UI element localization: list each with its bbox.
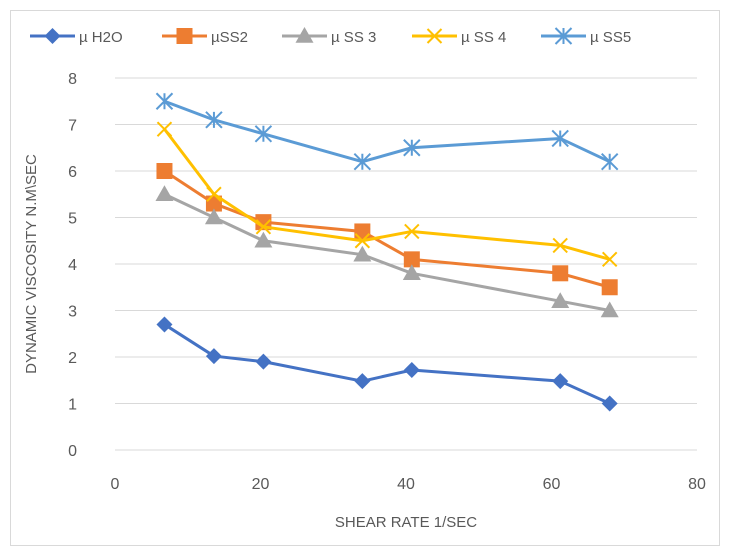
y-tick-label: 8 (68, 71, 77, 88)
data-point (156, 163, 173, 179)
data-point (403, 251, 420, 268)
y-tick-label: 1 (68, 397, 77, 414)
legend-label: µSS2 (211, 29, 248, 46)
data-point (552, 237, 568, 254)
data-point (600, 301, 619, 318)
data-point (204, 208, 223, 225)
data-point (601, 279, 618, 296)
data-point (404, 223, 420, 240)
data-point (255, 353, 272, 370)
y-tick-label: 6 (68, 164, 77, 181)
data-point (600, 152, 619, 171)
legend-label: µ SS5 (590, 29, 631, 46)
data-point (551, 292, 570, 308)
series-ss-4 (156, 121, 618, 268)
legend-marker (426, 28, 443, 44)
legend-label: µ SS 4 (461, 29, 506, 46)
series-ss2 (156, 163, 618, 296)
data-point (403, 362, 420, 379)
legend-entry: µ SS 3 (282, 27, 376, 46)
legend-label: µ SS 3 (331, 29, 376, 46)
data-point (354, 373, 371, 390)
series-line-h2o (163, 323, 611, 405)
series-line-ss-3 (163, 192, 610, 312)
data-point (552, 265, 569, 282)
gridlines (115, 77, 697, 451)
y-tick-label: 5 (68, 211, 77, 228)
y-tick-label: 0 (68, 443, 77, 460)
x-tick-label: 20 (252, 476, 270, 493)
data-point (552, 373, 569, 390)
x-axis-title: SHEAR RATE 1/SEC (335, 514, 477, 531)
data-point (155, 92, 174, 110)
data-point (354, 223, 371, 240)
data-point (402, 264, 421, 281)
data-point (254, 125, 273, 143)
legend-entry: µ SS5 (541, 27, 631, 46)
x-tick-label: 80 (688, 476, 706, 493)
data-point (353, 245, 372, 262)
series-h2o (156, 316, 618, 412)
legend: µ H2O µSS2 µ SS 3 µ SS 4 µ SS5 (30, 27, 631, 46)
data-point (403, 139, 421, 157)
data-point (206, 186, 222, 202)
series-ss5 (155, 92, 619, 171)
y-tick-label: 3 (68, 304, 77, 321)
data-point (156, 316, 173, 333)
y-tick-labels: 0 1 2 3 4 5 6 7 8 (68, 71, 77, 460)
y-tick-label: 2 (68, 350, 77, 367)
data-point (205, 348, 222, 365)
series-line-ss2 (163, 169, 611, 289)
x-tick-label: 0 (111, 476, 120, 493)
legend-entry: µ SS 4 (412, 28, 506, 46)
series-layer (155, 92, 619, 412)
chart-frame (10, 10, 720, 546)
series-line-ss-4 (163, 128, 611, 261)
data-point (156, 121, 173, 137)
y-axis-title: DYNAMIC VISCOSITY N.M\SEC (23, 154, 40, 374)
data-point (551, 129, 569, 148)
x-tick-label: 40 (397, 476, 415, 493)
data-point (155, 185, 174, 201)
y-tick-label: 4 (68, 257, 77, 274)
legend-entry: µ H2O (30, 28, 123, 46)
legend-label: µ H2O (79, 29, 123, 46)
x-tick-labels: 0 20 40 60 80 (111, 476, 706, 493)
y-tick-label: 7 (68, 118, 77, 135)
series-ss-3 (155, 185, 619, 318)
data-point (601, 395, 618, 412)
legend-marker (44, 28, 61, 44)
data-point (601, 251, 618, 268)
data-point (255, 219, 272, 235)
data-point (254, 231, 273, 248)
legend-marker (295, 27, 314, 43)
legend-entry: µSS2 (162, 28, 248, 46)
legend-marker (554, 27, 573, 45)
data-point (354, 233, 371, 249)
series-line-ss5 (163, 99, 611, 164)
data-point (353, 152, 372, 171)
x-tick-label: 60 (543, 476, 561, 493)
legend-marker (176, 28, 193, 44)
data-point (205, 111, 223, 129)
